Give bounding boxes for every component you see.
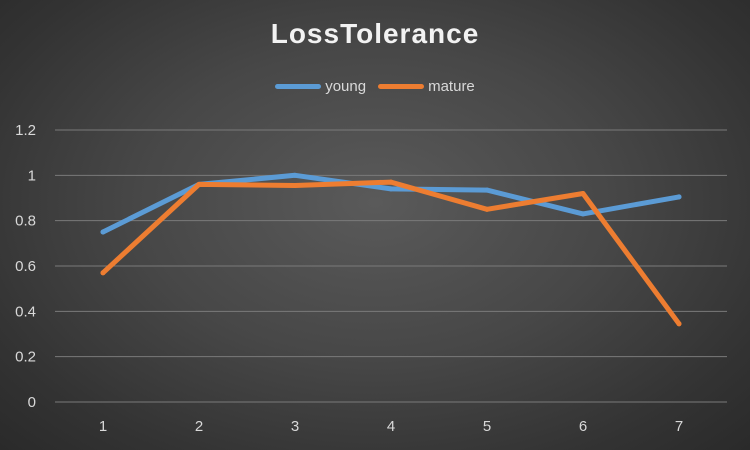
data-point-mature-7	[676, 321, 682, 327]
data-point-mature-2	[196, 181, 202, 187]
data-point-young-1	[100, 229, 106, 235]
y-tick-label-3: 0.6	[15, 258, 36, 275]
legend-label-young: young	[325, 78, 367, 95]
x-tick-label-1: 2	[195, 418, 203, 435]
y-tick-label-5: 1	[28, 167, 36, 184]
chart-title: LossTolerance	[270, 18, 480, 49]
legend: young mature	[0, 78, 750, 95]
series-line-mature	[100, 179, 682, 327]
data-point-mature-6	[580, 190, 586, 196]
x-tick-label-4: 5	[483, 418, 491, 435]
legend-item-young: young	[275, 78, 366, 95]
data-point-mature-3	[292, 183, 298, 189]
data-point-young-7	[676, 194, 682, 200]
y-tick-label-2: 0.4	[15, 303, 36, 320]
y-tick-label-1: 0.2	[15, 349, 36, 366]
legend-item-mature: mature	[378, 78, 475, 95]
y-tick-label-0: 0	[28, 394, 36, 411]
data-point-mature-5	[484, 206, 490, 212]
data-point-young-3	[292, 172, 298, 178]
x-tick-label-6: 7	[675, 418, 683, 435]
x-tick-label-2: 3	[291, 418, 299, 435]
y-tick-label-6: 1.2	[15, 122, 36, 139]
legend-swatch-mature	[378, 84, 425, 89]
data-point-young-6	[580, 211, 586, 217]
y-tick-label-4: 0.8	[15, 213, 36, 230]
x-tick-label-0: 1	[99, 418, 107, 435]
data-point-young-4	[388, 186, 394, 192]
data-point-mature-4	[388, 179, 394, 185]
x-tick-label-3: 4	[387, 418, 395, 435]
data-point-mature-1	[100, 270, 106, 276]
legend-label-mature: mature	[428, 78, 475, 95]
legend-swatch-young	[275, 84, 322, 89]
x-tick-label-5: 6	[579, 418, 587, 435]
data-point-young-5	[484, 187, 490, 193]
